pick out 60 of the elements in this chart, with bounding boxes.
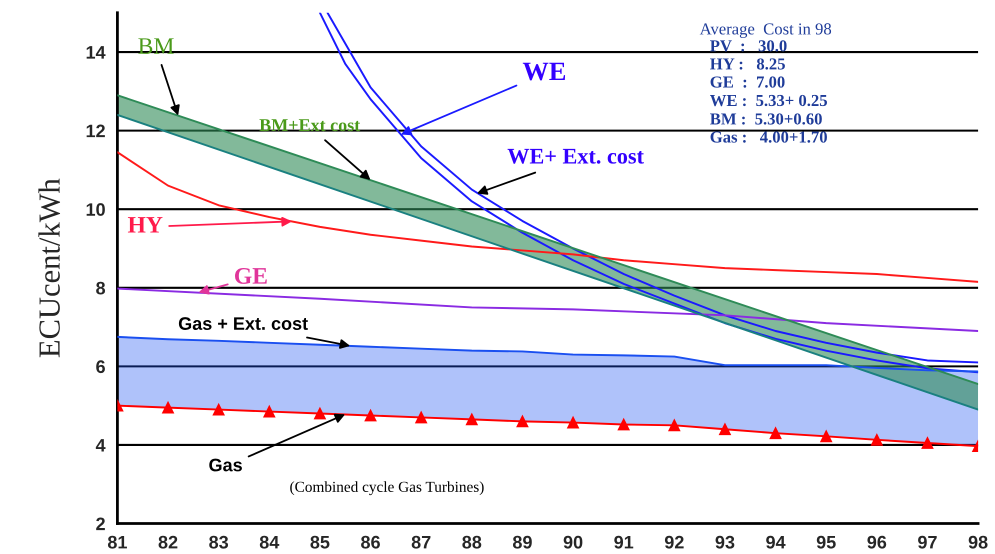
line-series <box>117 336 978 372</box>
annotation: Gas + Ext. cost <box>178 317 308 330</box>
point <box>212 404 225 416</box>
point <box>922 437 934 449</box>
y-axis-title: ECUcent/kWh <box>38 178 60 358</box>
point <box>516 415 528 428</box>
annotation: Average Cost in 98 <box>700 23 832 38</box>
annotation: WE <box>522 62 566 80</box>
x-tick-label: 93 <box>716 536 734 549</box>
annotation: WE+ Ext. cost <box>508 148 644 164</box>
x-tick-label: 94 <box>766 536 786 549</box>
y-tick-label: 6 <box>96 360 105 374</box>
x-tick-label: 81 <box>108 536 127 549</box>
annotation: BM+Ext cost <box>259 119 360 132</box>
point <box>466 414 478 426</box>
y-tick-label: 2 <box>96 517 105 530</box>
x-tick-label: 91 <box>614 536 634 549</box>
y-tick-label: 4 <box>96 439 106 452</box>
point <box>770 427 782 440</box>
x-tick-label: 89 <box>512 536 532 549</box>
annotation: (Combined cycle Gas Turbines) <box>290 481 484 496</box>
annotation: HY : 8.25 <box>710 58 785 70</box>
x-tick-label: 96 <box>867 536 886 549</box>
y-tick-label: 14 <box>86 46 106 59</box>
line-series <box>117 288 978 332</box>
y-tick-label: 10 <box>86 203 105 216</box>
point <box>314 408 326 420</box>
x-tick-label: 82 <box>158 536 178 549</box>
point <box>364 410 376 422</box>
point <box>263 406 276 418</box>
x-tick-label: 90 <box>564 536 582 549</box>
x-tick-label: 85 <box>310 536 330 549</box>
point <box>618 418 630 430</box>
x-tick-label: 88 <box>462 536 482 549</box>
annotation: BM : 5.30+0.60 <box>710 113 822 125</box>
annotation: WE : 5.33+ 0.25 <box>710 94 827 106</box>
point <box>567 416 579 428</box>
x-tick-label: 92 <box>664 536 684 549</box>
annotation: BM <box>138 38 174 54</box>
annotation: PV : 30.0 <box>710 40 787 52</box>
annotation: GE : 7.00 <box>710 76 785 88</box>
y-tick-label: 12 <box>86 124 105 138</box>
annotation: Gas : 4.00+1.70 <box>710 131 827 143</box>
point <box>162 402 174 414</box>
annotation: GE <box>235 268 267 284</box>
point <box>870 434 883 446</box>
x-tick-label: 86 <box>361 536 380 549</box>
x-tick-label: 83 <box>209 536 228 549</box>
point <box>415 412 428 424</box>
x-tick-label: 97 <box>918 536 937 549</box>
point <box>668 419 680 432</box>
x-tick-label: 95 <box>816 536 836 549</box>
x-tick-label: 87 <box>412 536 430 549</box>
annotation: HY <box>128 217 163 233</box>
y-tick-label: 8 <box>96 282 106 294</box>
point <box>820 430 832 442</box>
x-tick-label: 84 <box>260 536 280 549</box>
annotation: Gas <box>209 458 242 472</box>
point <box>719 423 731 436</box>
x-tick-label: 98 <box>968 536 988 549</box>
